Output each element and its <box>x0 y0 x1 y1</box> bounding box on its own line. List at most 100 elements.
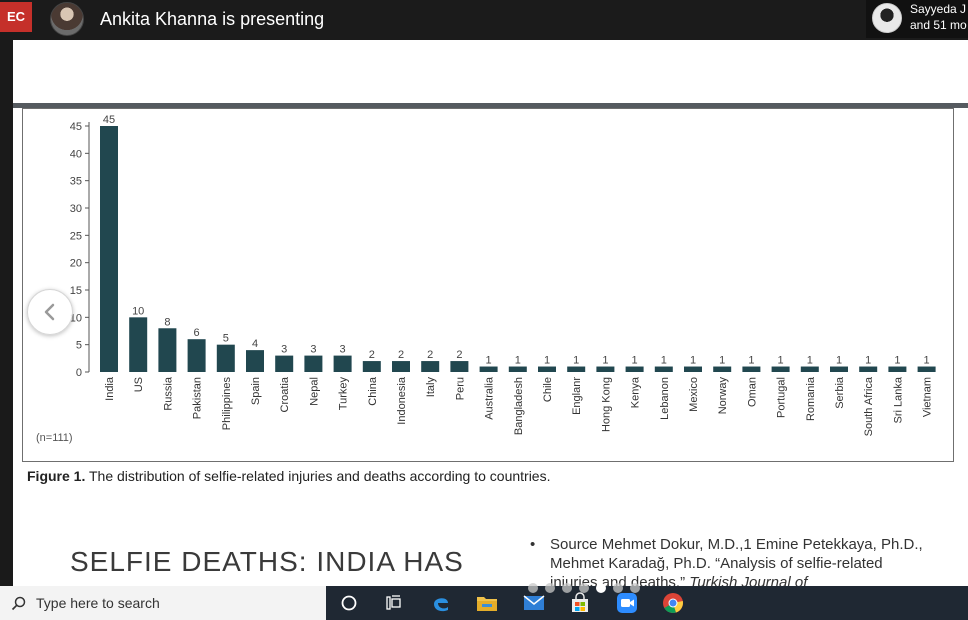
participant-avatar <box>872 3 902 33</box>
bar <box>479 366 498 372</box>
store-icon[interactable] <box>567 590 593 616</box>
bar <box>771 366 790 372</box>
bar <box>362 361 381 372</box>
bar <box>917 366 936 372</box>
bar <box>567 366 586 372</box>
source-bullet: • <box>530 536 536 553</box>
x-category-label: Sri Lanka <box>892 376 904 423</box>
bar-data-label: 1 <box>865 355 871 367</box>
bar-data-label: 1 <box>690 355 696 367</box>
participant-count: and 51 mo <box>910 18 967 32</box>
x-category-label: China <box>367 376 379 406</box>
bar <box>246 350 264 372</box>
bar <box>888 366 907 372</box>
x-category-label: Romania <box>805 376 817 421</box>
bar-data-label: 2 <box>398 349 404 361</box>
bar-chart: 05101520253035404545India10US8Russia6Pak… <box>70 114 936 436</box>
chrome-icon[interactable] <box>660 590 686 616</box>
bar-data-label: 1 <box>894 355 900 367</box>
chevron-left-icon <box>44 303 55 321</box>
bar-data-label: 2 <box>427 349 433 361</box>
left-rail <box>0 40 13 586</box>
bar-data-label: 3 <box>281 344 287 356</box>
page-dot[interactable] <box>630 583 640 593</box>
y-tick-label: 0 <box>76 367 82 379</box>
task-view-icon[interactable] <box>381 590 407 616</box>
slide-pagination <box>528 583 640 593</box>
bar <box>508 366 527 372</box>
participant-name: Sayyeda J <box>910 2 967 16</box>
bar-data-label: 45 <box>103 114 115 126</box>
bar-data-label: 1 <box>632 355 638 367</box>
mail-icon[interactable] <box>521 590 547 616</box>
x-category-label: Australia <box>484 376 496 420</box>
page-dot[interactable] <box>545 583 555 593</box>
participants-panel[interactable]: Sayyeda J and 51 mo <box>866 0 968 38</box>
bar-data-label: 1 <box>573 355 579 367</box>
y-tick-label: 5 <box>76 340 82 352</box>
bar <box>538 366 556 372</box>
bar <box>216 344 235 372</box>
bar-data-label: 1 <box>924 355 930 367</box>
x-category-label: Kenya <box>630 376 642 408</box>
bar <box>187 339 206 372</box>
x-category-label: Serbia <box>834 376 846 409</box>
bar-data-label: 1 <box>661 355 667 367</box>
bar <box>684 366 702 372</box>
bar-data-label: 5 <box>223 333 229 345</box>
x-category-label: US <box>133 377 145 392</box>
bar <box>158 328 177 372</box>
y-tick-label: 45 <box>70 121 82 133</box>
bar-data-label: 1 <box>836 355 842 367</box>
file-explorer-icon[interactable] <box>474 590 500 616</box>
recording-badge: EC <box>0 2 32 32</box>
y-tick-label: 25 <box>70 230 82 242</box>
source-citation: • Source Mehmet Dokur, M.D.,1 Emine Pete… <box>530 535 930 587</box>
x-category-label: Nepal <box>308 377 320 406</box>
bar-data-label: 8 <box>164 316 170 328</box>
x-category-label: Vietnam <box>922 377 934 417</box>
bar <box>625 366 644 372</box>
x-category-label: Philippines <box>221 377 233 431</box>
bar-data-label: 6 <box>194 327 200 339</box>
bar <box>450 361 469 372</box>
x-category-label: Oman <box>746 377 758 407</box>
edge-icon[interactable] <box>428 590 454 616</box>
page-dot[interactable] <box>579 583 589 593</box>
x-category-label: Bangladesh <box>513 377 525 435</box>
page-dot-active[interactable] <box>596 583 606 593</box>
slide-header-area <box>13 40 968 103</box>
x-category-label: Turkey <box>338 377 350 411</box>
zoom-icon[interactable] <box>614 590 640 616</box>
x-category-label: Peru <box>454 377 466 400</box>
cortana-icon[interactable] <box>336 590 362 616</box>
previous-slide-button[interactable] <box>27 289 73 335</box>
page-dot[interactable] <box>613 583 623 593</box>
chart-frame: 0 5 10 15 20 25 30 35 40 45 45 India 10 US 8 Russia 6 Pak… <box>22 108 954 462</box>
bar <box>800 366 819 372</box>
bar-data-label: 1 <box>544 355 550 367</box>
y-tick-label: 20 <box>70 258 82 270</box>
bar-data-label: 1 <box>778 355 784 367</box>
search-icon <box>0 596 36 611</box>
presenter-avatar <box>50 2 84 36</box>
x-category-label: Hong Kong <box>600 377 612 432</box>
page-dot[interactable] <box>528 583 538 593</box>
presenter-status-text: Ankita Khanna is presenting <box>100 9 325 29</box>
slide-headline: SELFIE DEATHS: INDIA HAS <box>70 546 464 577</box>
taskbar-search-box[interactable]: Type here to search <box>0 586 326 620</box>
bar <box>100 126 118 372</box>
x-category-label: Chile <box>542 377 554 402</box>
x-category-label: Portugal <box>776 377 788 418</box>
bar-data-label: 3 <box>340 344 346 356</box>
bar <box>304 355 323 372</box>
bar-data-label: 2 <box>369 349 375 361</box>
page-dot[interactable] <box>562 583 572 593</box>
sample-size-label: (n=111) <box>36 432 73 444</box>
bar-data-label: 1 <box>719 355 725 367</box>
bar-data-label: 1 <box>486 355 492 367</box>
y-tick-label: 40 <box>70 148 82 160</box>
x-category-label: Norway <box>717 377 729 415</box>
figure-caption: Figure 1. The distribution of selfie-rel… <box>27 468 550 484</box>
x-category-label: Englanr <box>571 377 583 415</box>
